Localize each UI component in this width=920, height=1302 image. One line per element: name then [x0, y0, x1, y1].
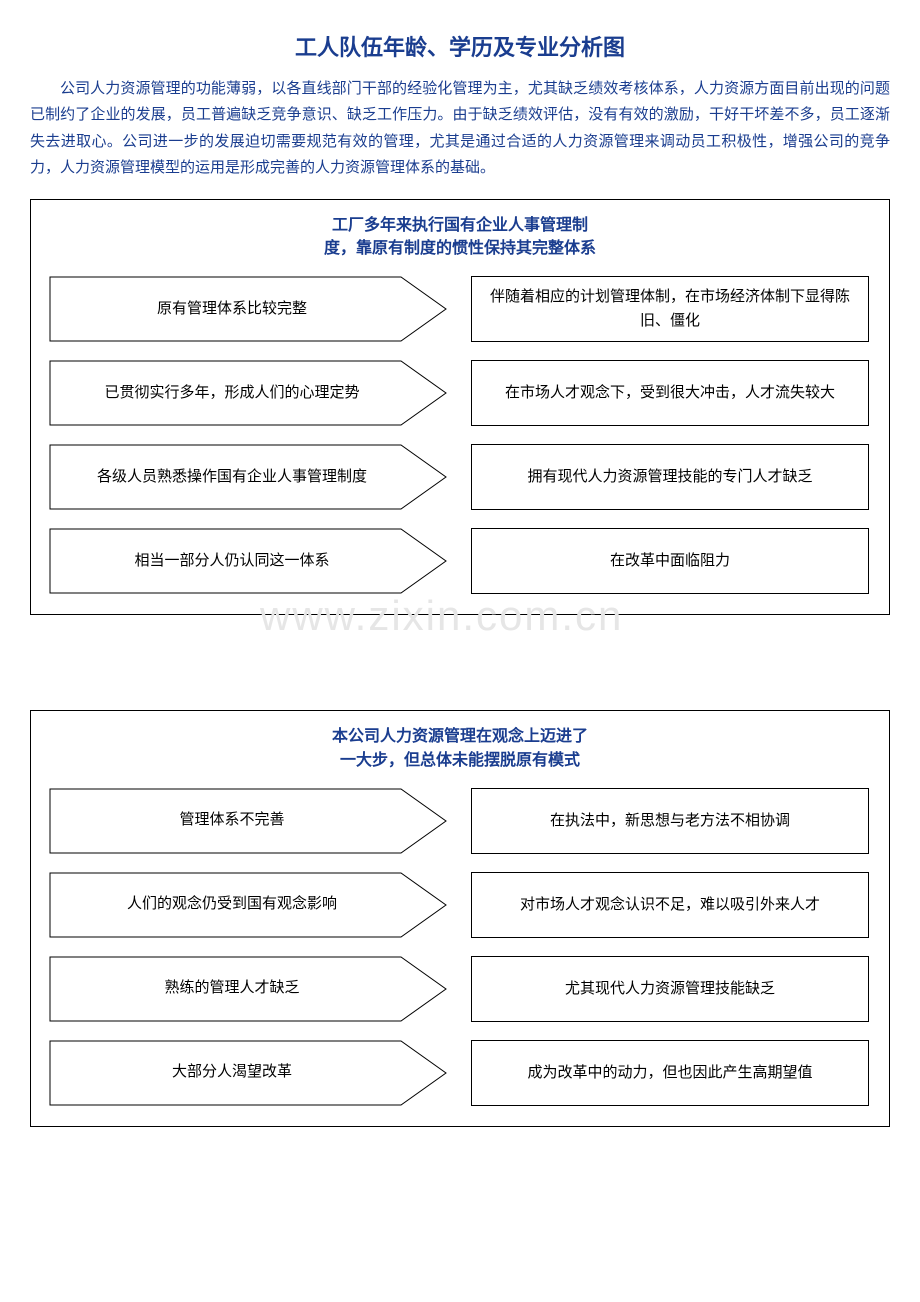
section-title: 本公司人力资源管理在观念上迈进了一大步，但总体未能摆脱原有模式	[49, 725, 871, 771]
arrow-text: 人们的观念仍受到国有观念影响	[111, 894, 385, 916]
section-title: 工厂多年来执行国有企业人事管理制度，靠原有制度的惯性保持其完整体系	[49, 214, 871, 260]
arrow-text: 管理体系不完善	[163, 810, 332, 832]
arrow-box: 大部分人渴望改革	[49, 1040, 447, 1106]
arrow-text: 各级人员熟悉操作国有企业人事管理制度	[81, 467, 415, 489]
section-0: 工厂多年来执行国有企业人事管理制度，靠原有制度的惯性保持其完整体系 原有管理体系…	[30, 199, 890, 615]
section-title-line2: 一大步，但总体未能摆脱原有模式	[340, 752, 580, 769]
arrow-box: 熟练的管理人才缺乏	[49, 956, 447, 1022]
section-title-line1: 本公司人力资源管理在观念上迈进了	[332, 728, 588, 745]
section-title-line1: 工厂多年来执行国有企业人事管理制	[332, 217, 588, 234]
rect-box: 在市场人才观念下，受到很大冲击，人才流失较大	[471, 360, 869, 426]
arrow-text: 熟练的管理人才缺乏	[148, 978, 347, 1000]
arrow-box: 管理体系不完善	[49, 788, 447, 854]
arrow-text: 已贯彻实行多年，形成人们的心理定势	[88, 383, 407, 405]
rect-box: 成为改革中的动力，但也因此产生高期望值	[471, 1040, 869, 1106]
diagram-row: 原有管理体系比较完整 伴随着相应的计划管理体制，在市场经济体制下显得陈旧、僵化	[49, 276, 871, 342]
arrow-box: 已贯彻实行多年，形成人们的心理定势	[49, 360, 447, 426]
arrow-box: 原有管理体系比较完整	[49, 276, 447, 342]
arrow-box: 相当一部分人仍认同这一体系	[49, 528, 447, 594]
arrow-box: 各级人员熟悉操作国有企业人事管理制度	[49, 444, 447, 510]
arrow-text: 相当一部分人仍认同这一体系	[118, 551, 377, 573]
intro-paragraph: 公司人力资源管理的功能薄弱，以各直线部门干部的经验化管理为主，尤其缺乏绩效考核体…	[30, 76, 890, 181]
diagram-row: 大部分人渴望改革 成为改革中的动力，但也因此产生高期望值	[49, 1040, 871, 1106]
diagram-row: 相当一部分人仍认同这一体系 在改革中面临阻力	[49, 528, 871, 594]
diagram-row: 人们的观念仍受到国有观念影响 对市场人才观念认识不足，难以吸引外来人才	[49, 872, 871, 938]
arrow-box: 人们的观念仍受到国有观念影响	[49, 872, 447, 938]
rect-box: 在改革中面临阻力	[471, 528, 869, 594]
rect-box: 伴随着相应的计划管理体制，在市场经济体制下显得陈旧、僵化	[471, 276, 869, 342]
arrow-text: 大部分人渴望改革	[156, 1062, 340, 1084]
diagram-row: 已贯彻实行多年，形成人们的心理定势 在市场人才观念下，受到很大冲击，人才流失较大	[49, 360, 871, 426]
diagram-row: 熟练的管理人才缺乏 尤其现代人力资源管理技能缺乏	[49, 956, 871, 1022]
rect-box: 在执法中，新思想与老方法不相协调	[471, 788, 869, 854]
arrow-text: 原有管理体系比较完整	[141, 299, 355, 321]
rect-box: 尤其现代人力资源管理技能缺乏	[471, 956, 869, 1022]
section-1: 本公司人力资源管理在观念上迈进了一大步，但总体未能摆脱原有模式 管理体系不完善 在…	[30, 710, 890, 1126]
diagram-row: 管理体系不完善 在执法中，新思想与老方法不相协调	[49, 788, 871, 854]
page-title: 工人队伍年龄、学历及专业分析图	[30, 30, 890, 62]
rect-box: 拥有现代人力资源管理技能的专门人才缺乏	[471, 444, 869, 510]
section-title-line2: 度，靠原有制度的惯性保持其完整体系	[324, 240, 596, 257]
diagram-row: 各级人员熟悉操作国有企业人事管理制度 拥有现代人力资源管理技能的专门人才缺乏	[49, 444, 871, 510]
rect-box: 对市场人才观念认识不足，难以吸引外来人才	[471, 872, 869, 938]
